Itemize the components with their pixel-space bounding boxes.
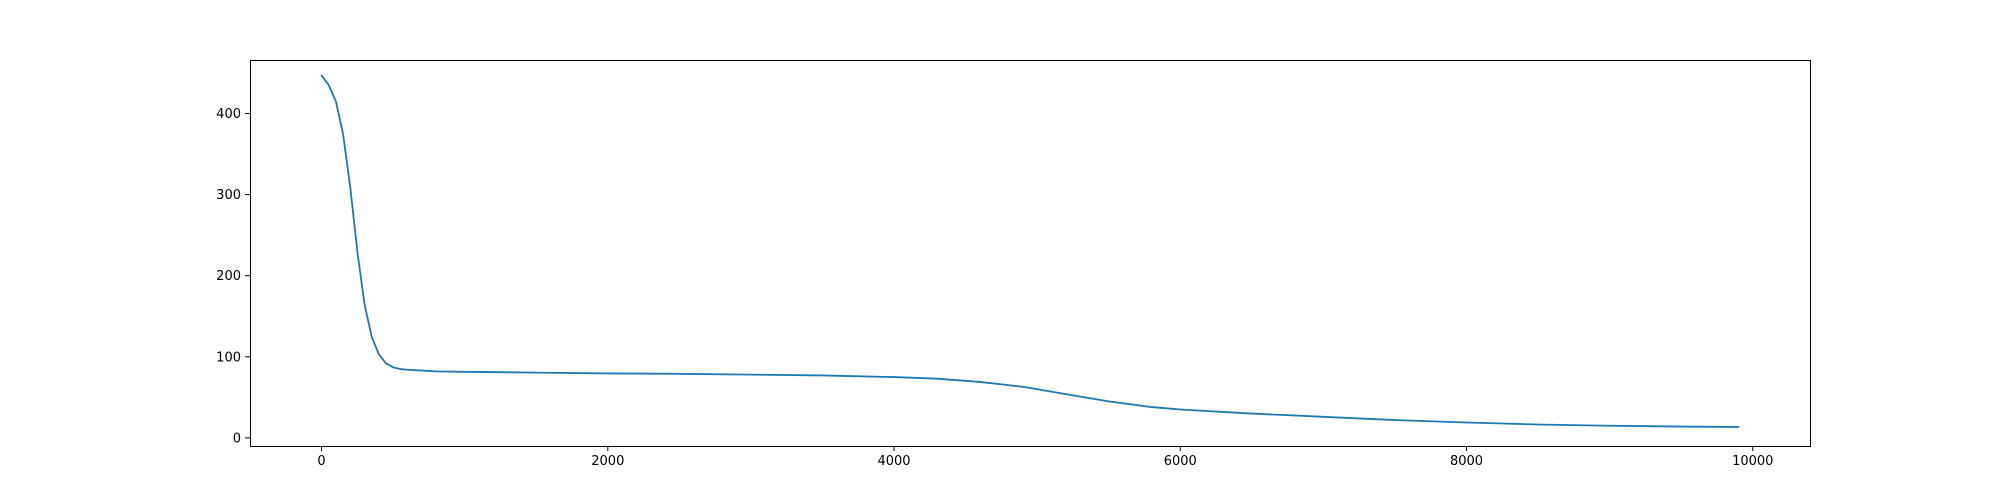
x-tick-label: 2000 <box>591 454 624 469</box>
x-tick-label: 6000 <box>1164 454 1197 469</box>
axes-frame <box>250 60 1811 447</box>
x-tick-label: 0 <box>317 454 325 469</box>
y-tick-label: 100 <box>216 350 241 365</box>
x-tick-label: 8000 <box>1450 454 1483 469</box>
series-line-0 <box>320 74 1740 428</box>
x-tick-label: 10000 <box>1732 454 1773 469</box>
y-tick-label: 0 <box>233 431 241 446</box>
x-tick-label: 4000 <box>877 454 910 469</box>
x-axis: 0 2000 4000 6000 8000 10000 <box>317 446 1773 469</box>
series-layer <box>320 74 1740 428</box>
y-tick-label: 400 <box>216 107 241 122</box>
y-tick-label: 200 <box>216 269 241 284</box>
y-axis: 0 100 200 300 400 <box>216 107 250 446</box>
plot-area <box>250 60 1811 447</box>
y-tick-label: 300 <box>216 188 241 203</box>
